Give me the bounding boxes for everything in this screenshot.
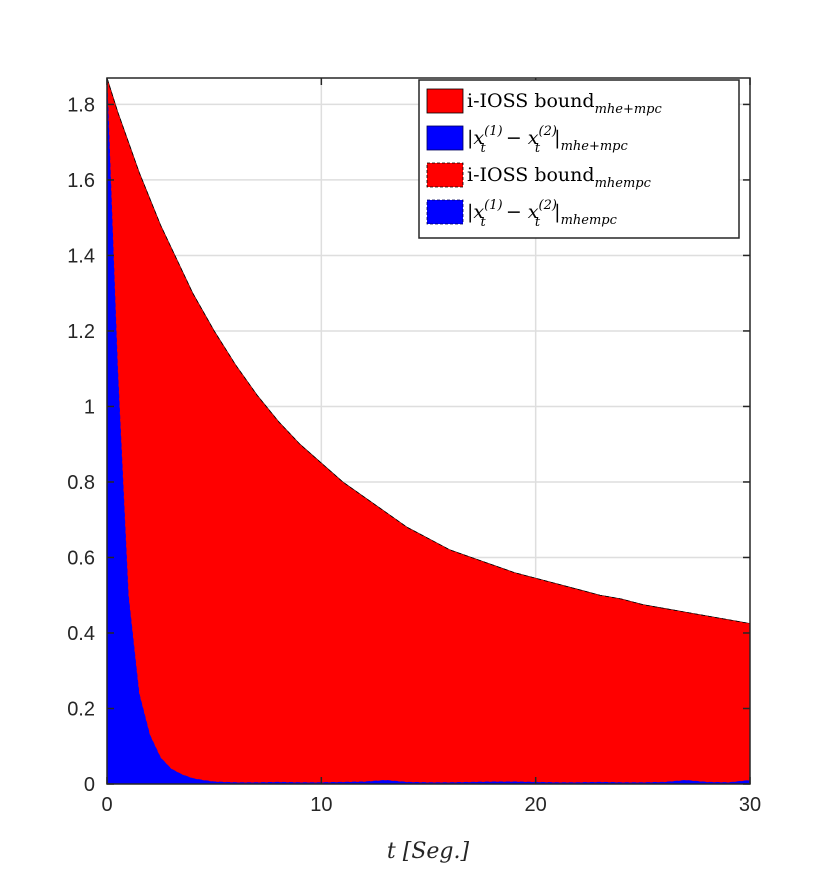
legend-entry-1: i-IOSS boundmhe+mpc	[426, 88, 662, 117]
y-tick-label: 1.4	[67, 245, 95, 267]
y-tick-label: 0.4	[67, 623, 95, 645]
legend-label: |x(1) t − x(2) t |mhempc	[467, 198, 618, 230]
axes	[106, 77, 751, 785]
area-series-group	[106, 77, 751, 785]
area-series-3	[106, 77, 751, 785]
legend-swatch	[426, 199, 464, 225]
tick-labels: 0 10 20 30 0 0.2 0.4 0.6 0.8 1 1.2 1.4 1.6 1.8	[67, 78, 761, 816]
legend-label: i-IOSS boundmhe+mpc	[467, 90, 662, 117]
y-tick-label: 1.2	[67, 321, 95, 343]
legend: i-IOSS boundmhe+mpc |x(1) t − x(2) t |mhe+mp…	[418, 79, 740, 239]
legend-label: i-IOSS boundmhempc	[467, 164, 652, 191]
x-tick-label: 30	[739, 794, 761, 816]
x-axis-label: t [Seg.]	[387, 839, 470, 864]
x-tick-label: 20	[525, 794, 547, 816]
y-tick-label: 0	[84, 774, 95, 796]
y-tick-label: 0.2	[67, 698, 95, 720]
area-series-4	[106, 77, 751, 785]
x-tick-label: 10	[310, 794, 332, 816]
legend-entry-2: |x(1) t − x(2) t |mhe+mpc	[426, 124, 628, 156]
y-tick-label: 0.6	[67, 547, 95, 569]
axes-box	[106, 77, 751, 785]
legend-swatch	[426, 125, 464, 151]
legend-swatch	[426, 88, 464, 114]
legend-box	[418, 79, 740, 239]
y-tick-label: 1.8	[67, 94, 95, 116]
legend-label: |x(1) t − x(2) t |mhe+mpc	[467, 124, 628, 156]
legend-entry-4: |x(1) t − x(2) t |mhempc	[426, 198, 618, 230]
legend-swatch	[426, 162, 464, 188]
y-tick-label: 1.6	[67, 170, 95, 192]
x-tick-label: 0	[101, 794, 112, 816]
y-tick-label: 0.8	[67, 472, 95, 494]
y-tick-label: 1	[84, 396, 95, 418]
legend-entry-3: i-IOSS boundmhempc	[426, 162, 652, 191]
